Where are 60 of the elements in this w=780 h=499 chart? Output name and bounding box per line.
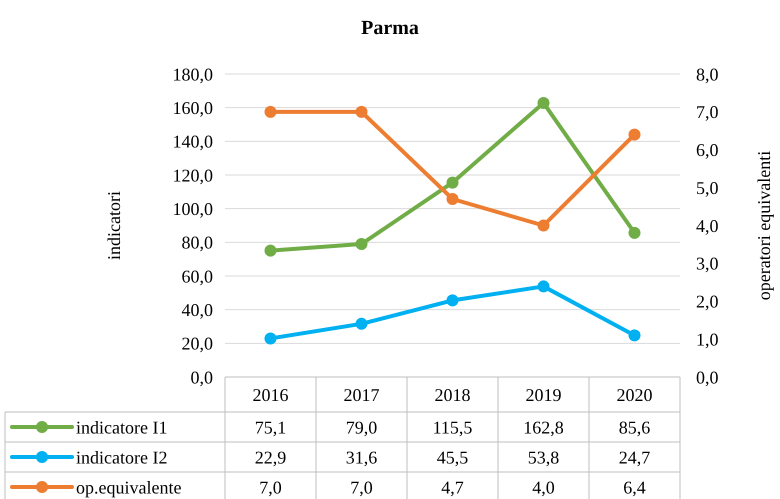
point: [538, 220, 550, 232]
data-label: 162,8: [523, 417, 564, 438]
y-tick-label: 100,0: [172, 198, 213, 219]
x-tick-label: 2020: [616, 384, 652, 405]
y-tick-label: 180,0: [172, 64, 213, 84]
point: [356, 238, 368, 250]
x-tick-label: 2018: [434, 384, 470, 405]
y2-tick-label: 4,0: [696, 216, 718, 236]
y-tick-label: 160,0: [172, 98, 213, 118]
point: [628, 226, 640, 239]
y-tick-label: 80,0: [182, 232, 213, 253]
data-label: 85,6: [618, 417, 650, 438]
y2-tick-label: 2,0: [696, 292, 718, 312]
legend-label: indicatore I1: [76, 417, 168, 438]
y2-tick-label: 0,0: [696, 367, 718, 388]
y-tick-label: 120,0: [172, 165, 213, 186]
data-label: 79,0: [346, 417, 378, 438]
y2-tick-label: 1,0: [696, 329, 718, 350]
data-label: 7,0: [259, 477, 282, 498]
data-label: 31,6: [346, 447, 378, 468]
point: [628, 329, 640, 342]
data-label: 4,0: [532, 477, 555, 498]
data-label: 22,9: [254, 447, 286, 468]
data-label: 24,7: [618, 447, 650, 468]
y-axis-title: indicatori: [104, 191, 124, 260]
data-label: 4,7: [441, 477, 464, 498]
y2-tick-label: 8,0: [696, 64, 718, 84]
y-tick-label: 60,0: [182, 266, 213, 286]
point: [264, 106, 276, 118]
y2-tick-label: 3,0: [696, 254, 718, 274]
legend-label: indicatore I2: [76, 447, 168, 468]
data-label: 75,1: [254, 417, 286, 438]
data-label: 115,5: [432, 417, 472, 438]
point: [264, 332, 276, 344]
data-label: 45,5: [436, 447, 468, 468]
y2-axis-title: operatori equivalenti: [754, 150, 774, 300]
data-label: 7,0: [350, 477, 373, 498]
chart-title: Parma: [361, 17, 419, 39]
x-tick-label: 2017: [344, 384, 380, 405]
x-tick-label: 2019: [526, 384, 562, 405]
point: [356, 106, 368, 118]
point: [628, 128, 640, 141]
point: [446, 192, 458, 205]
point: [538, 96, 550, 109]
y-tick-label: 40,0: [182, 300, 213, 320]
y-tick-label: 0,0: [190, 367, 213, 388]
legend-label: op.equivalente: [76, 477, 182, 498]
data-label: 53,8: [528, 447, 560, 468]
point: [538, 280, 550, 292]
y2-tick-label: 7,0: [696, 102, 718, 122]
point: [446, 176, 458, 189]
point: [446, 294, 458, 306]
y-tick-label: 20,0: [182, 334, 213, 354]
data-label: 6,4: [623, 477, 646, 498]
x-tick-label: 2016: [252, 384, 288, 405]
y2-tick-label: 6,0: [696, 140, 718, 160]
y-tick-label: 140,0: [172, 132, 213, 152]
point: [264, 244, 276, 257]
y2-tick-label: 5,0: [696, 178, 718, 198]
point: [356, 318, 368, 330]
